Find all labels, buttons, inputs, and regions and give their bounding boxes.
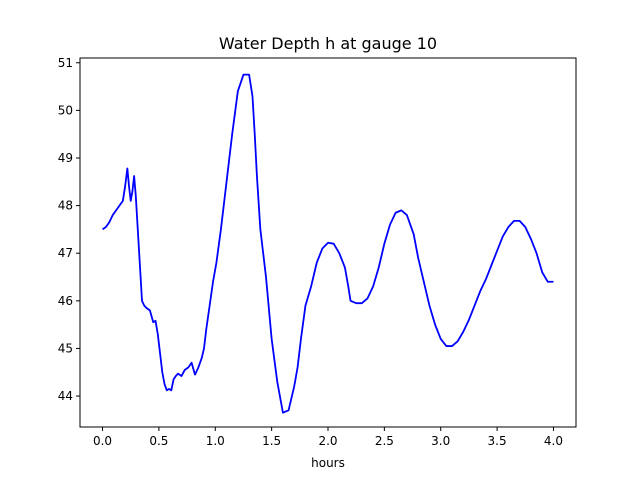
y-tick-label: 51 xyxy=(58,56,73,70)
chart-title: Water Depth h at gauge 10 xyxy=(219,34,437,53)
y-tick-label: 48 xyxy=(58,199,73,213)
x-tick-label: 1.5 xyxy=(262,434,281,448)
y-tick-label: 47 xyxy=(58,246,73,260)
x-tick-label: 4.0 xyxy=(544,434,563,448)
x-tick-label: 2.0 xyxy=(318,434,337,448)
series-line-0 xyxy=(102,73,554,414)
x-axis-label: hours xyxy=(311,456,345,470)
plot-frame xyxy=(79,57,577,428)
x-tick-label: 0.5 xyxy=(149,434,168,448)
y-tick-label: 49 xyxy=(58,151,73,165)
y-tick-label: 45 xyxy=(58,341,73,355)
x-tick-label: 0.0 xyxy=(93,434,112,448)
y-tick-label: 46 xyxy=(58,294,73,308)
y-tick-label: 50 xyxy=(58,103,73,117)
x-tick-label: 3.0 xyxy=(431,434,450,448)
x-tick-label: 3.5 xyxy=(488,434,507,448)
y-tick-label: 44 xyxy=(58,389,73,403)
x-tick-label: 2.5 xyxy=(375,434,394,448)
x-tick-label: 1.0 xyxy=(206,434,225,448)
